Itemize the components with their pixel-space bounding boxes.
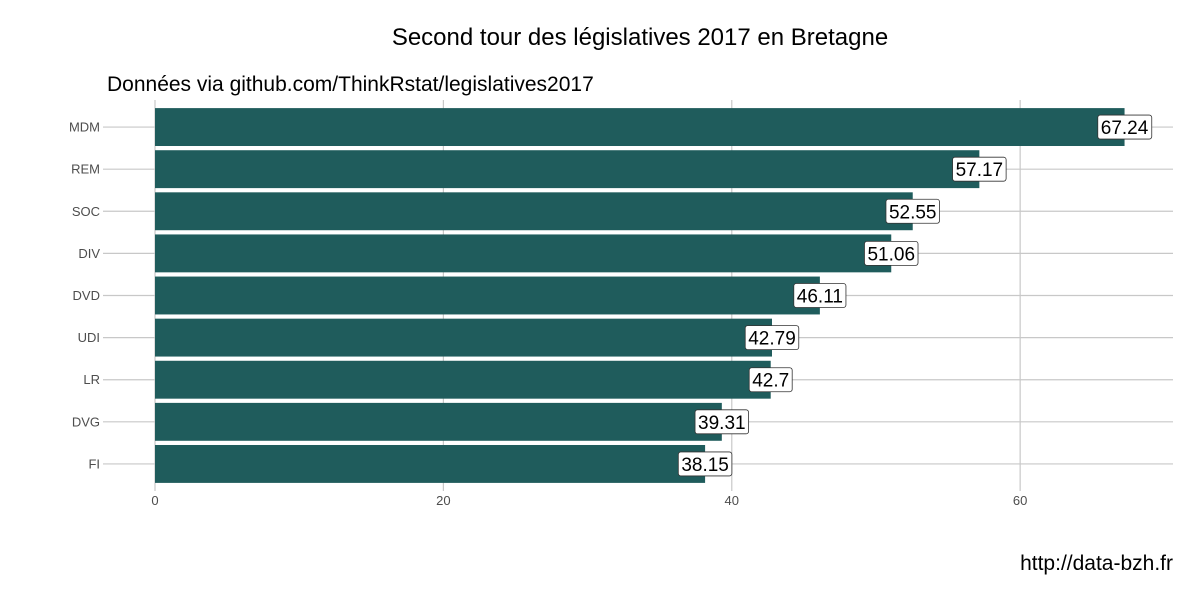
data-label: 42.79 [744,325,800,351]
data-label-box [748,367,793,393]
data-label-text: 67.24 [1101,118,1149,139]
chart-subtitle: Données via github.com/ThinkRstat/legisl… [107,73,594,96]
x-tick-label: 20 [436,493,450,508]
bar [155,276,820,315]
y-tick-label: REM [71,162,100,177]
data-label-text: 39.31 [698,413,746,434]
data-label-box [744,325,800,351]
y-tick-label: DVD [73,288,100,303]
y-tick-label: LR [83,372,100,387]
y-tick-label: DVG [72,414,100,429]
data-label: 39.31 [694,409,749,435]
data-label-text: 57.17 [956,160,1004,181]
bar [155,318,773,357]
x-tick-label: 60 [1013,493,1027,508]
data-label-box [793,283,847,308]
bar [155,150,980,189]
data-label: 57.17 [952,156,1007,182]
data-label: 51.06 [864,240,919,266]
bar [155,234,892,273]
chart-title: Second tour des législatives 2017 en Bre… [392,24,888,51]
y-tick-label: MDM [69,120,100,135]
bars [155,108,1125,483]
bar [155,108,1125,147]
x-tick-label: 40 [725,493,739,508]
data-label-box [952,156,1007,182]
y-tick-label: SOC [72,204,100,219]
data-label-box [694,409,749,435]
bar [155,444,706,483]
bar [155,402,722,441]
chart-caption: http://data-bzh.fr [1020,552,1173,575]
data-label-box [677,451,733,477]
data-label-box [1097,114,1153,140]
data-label: 42.7 [748,367,793,393]
data-label-text: 38.15 [681,455,729,476]
data-label-text: 51.06 [867,244,915,265]
data-label: 46.11 [793,283,847,308]
data-label-box [885,198,940,224]
y-tick-label: DIV [78,246,100,261]
x-tick-label: 0 [151,493,158,508]
y-tick-label: UDI [78,330,100,345]
x-axis: 0 20 40 60 [151,493,1027,508]
bar [155,192,913,231]
y-tick-label: FI [88,456,100,471]
data-label-text: 42.79 [748,329,796,350]
bar [155,360,771,399]
data-label-box [864,240,919,266]
data-label: 52.55 [885,198,940,224]
data-label: 67.24 [1097,114,1153,140]
data-label-text: 46.11 [797,287,843,308]
y-axis: MDM REM SOC DIV DVD UDI LR DVG FI [69,120,100,472]
data-label: 38.15 [677,451,733,477]
data-label-text: 42.7 [752,371,789,392]
data-label-text: 52.55 [889,202,937,223]
